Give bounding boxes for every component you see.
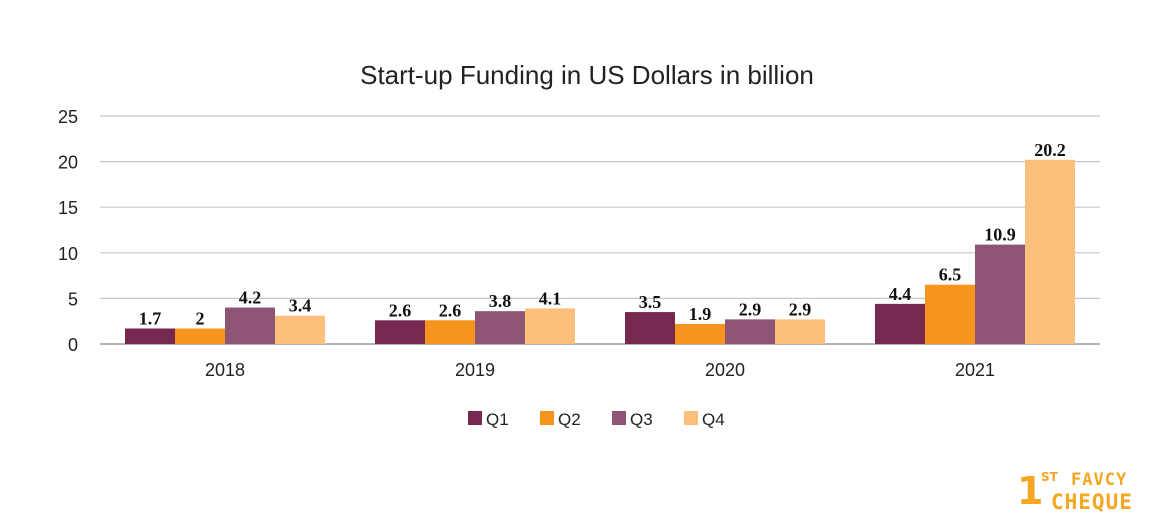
data-label: 2.9 [789,299,812,319]
bar-q2-2020 [675,323,725,344]
data-label: 2.9 [739,299,762,319]
legend-swatch-q3 [612,411,626,425]
data-label: 4.4 [889,284,912,304]
data-label: 6.5 [939,265,962,285]
legend-swatch-q4 [684,411,698,425]
y-tick-label: 0 [68,335,78,355]
chart-title: Start-up Funding in US Dollars in billio… [360,60,814,90]
bars [125,159,1075,344]
bar-q3-2018 [225,307,275,344]
data-label: 3.8 [489,291,512,311]
legend-swatch-q2 [540,411,554,425]
logo-st: ST [1041,470,1058,484]
bar-q1-2020 [625,312,675,344]
data-label: 2.6 [439,300,462,320]
bar-q4-2020 [775,319,825,344]
bar-q2-2019 [425,320,475,344]
x-category-label: 2018 [205,360,245,380]
bar-q3-2019 [475,311,525,344]
brand-logo: 1 ST FAVCY CHEQUE [1017,470,1145,516]
data-label: 10.9 [984,225,1016,245]
data-label: 4.1 [539,288,562,308]
x-axis-categories: 2018 2019 2020 2021 [205,360,995,380]
bar-q4-2021 [1025,159,1075,344]
legend-label-q3: Q3 [630,410,653,429]
legend-label-q4: Q4 [702,410,725,429]
bar-q4-2019 [525,308,575,344]
y-tick-label: 15 [58,198,78,218]
bar-q1-2019 [375,320,425,344]
logo-one: 1 [1017,469,1044,513]
bar-q3-2020 [725,319,775,344]
legend: Q1 Q2 Q3 Q4 [468,410,725,429]
bar-q1-2018 [125,328,175,344]
data-label: 4.2 [239,288,262,308]
data-label: 1.9 [689,304,712,324]
data-label: 3.4 [289,296,312,316]
data-label: 20.2 [1034,140,1066,160]
y-tick-label: 20 [58,153,78,173]
bar-q1-2021 [875,303,925,344]
logo-cheque: CHEQUE [1051,490,1133,514]
data-label: 3.5 [639,292,662,312]
legend-label-q2: Q2 [558,410,581,429]
bar-q3-2021 [975,244,1025,344]
data-labels: 1.7 2 4.2 3.4 2.6 2.6 3.8 4.1 3.5 1.9 2.9 2.9 4.4 6.5… [139,140,1066,329]
bar-q4-2018 [275,315,325,344]
y-tick-label: 10 [58,244,78,264]
x-category-label: 2020 [705,360,745,380]
bar-q2-2021 [925,284,975,344]
y-axis-ticks: 0 5 10 15 20 25 [58,107,78,355]
data-label: 2.6 [389,300,412,320]
y-tick-label: 5 [68,289,78,309]
data-label: 1.7 [139,308,162,328]
y-tick-label: 25 [58,107,78,127]
data-label: 2 [196,308,205,328]
legend-swatch-q1 [468,411,482,425]
bar-q2-2018 [175,328,225,344]
legend-label-q1: Q1 [486,410,509,429]
x-category-label: 2021 [955,360,995,380]
logo-favcy: FAVCY [1071,470,1128,490]
x-category-label: 2019 [455,360,495,380]
